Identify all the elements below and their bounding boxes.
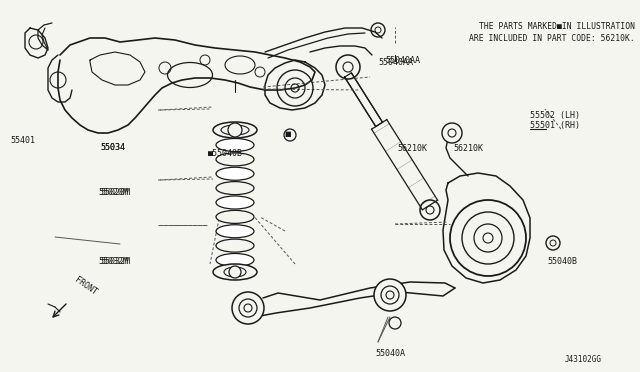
Ellipse shape <box>216 239 254 252</box>
Text: 56210K: 56210K <box>453 144 483 153</box>
Text: 55032M: 55032M <box>98 257 128 266</box>
Text: 55501 (RH): 55501 (RH) <box>530 121 580 129</box>
Circle shape <box>239 299 257 317</box>
Text: 55401: 55401 <box>10 135 35 144</box>
Circle shape <box>232 292 264 324</box>
Text: 55502 (LH): 55502 (LH) <box>530 110 580 119</box>
Circle shape <box>462 212 514 264</box>
Text: ■: ■ <box>285 131 291 137</box>
Circle shape <box>474 224 502 252</box>
Ellipse shape <box>216 182 254 195</box>
Ellipse shape <box>216 167 254 180</box>
Ellipse shape <box>213 122 257 138</box>
Text: FRONT: FRONT <box>73 275 99 297</box>
Circle shape <box>228 123 242 137</box>
Ellipse shape <box>216 225 254 238</box>
Circle shape <box>389 317 401 329</box>
Text: 56210K: 56210K <box>397 144 427 153</box>
Text: 55020M: 55020M <box>100 187 130 196</box>
Ellipse shape <box>216 253 254 266</box>
Text: 55040AA: 55040AA <box>378 58 413 67</box>
Text: 55020M: 55020M <box>98 187 128 196</box>
Text: ■55040B: ■55040B <box>208 148 243 157</box>
Text: ARE INCLUDED IN PART CODE: 56210K.: ARE INCLUDED IN PART CODE: 56210K. <box>469 34 635 43</box>
Circle shape <box>546 236 560 250</box>
Text: J43102GG: J43102GG <box>565 356 602 365</box>
Text: 55032M: 55032M <box>100 257 130 266</box>
Circle shape <box>442 123 462 143</box>
Text: 55040AA: 55040AA <box>385 55 420 64</box>
Circle shape <box>284 129 296 141</box>
Text: 55034: 55034 <box>100 142 125 151</box>
Text: 55040B: 55040B <box>547 257 577 266</box>
Text: 55034: 55034 <box>100 142 125 151</box>
Ellipse shape <box>216 138 254 151</box>
Circle shape <box>229 266 241 278</box>
Text: 55040A: 55040A <box>375 349 405 357</box>
Circle shape <box>450 200 526 276</box>
Text: THE PARTS MARKED■IN ILLUSTRATION: THE PARTS MARKED■IN ILLUSTRATION <box>479 22 635 31</box>
Ellipse shape <box>216 196 254 209</box>
Ellipse shape <box>213 264 257 280</box>
Circle shape <box>374 279 406 311</box>
Ellipse shape <box>216 153 254 166</box>
Ellipse shape <box>216 211 254 223</box>
Circle shape <box>381 286 399 304</box>
